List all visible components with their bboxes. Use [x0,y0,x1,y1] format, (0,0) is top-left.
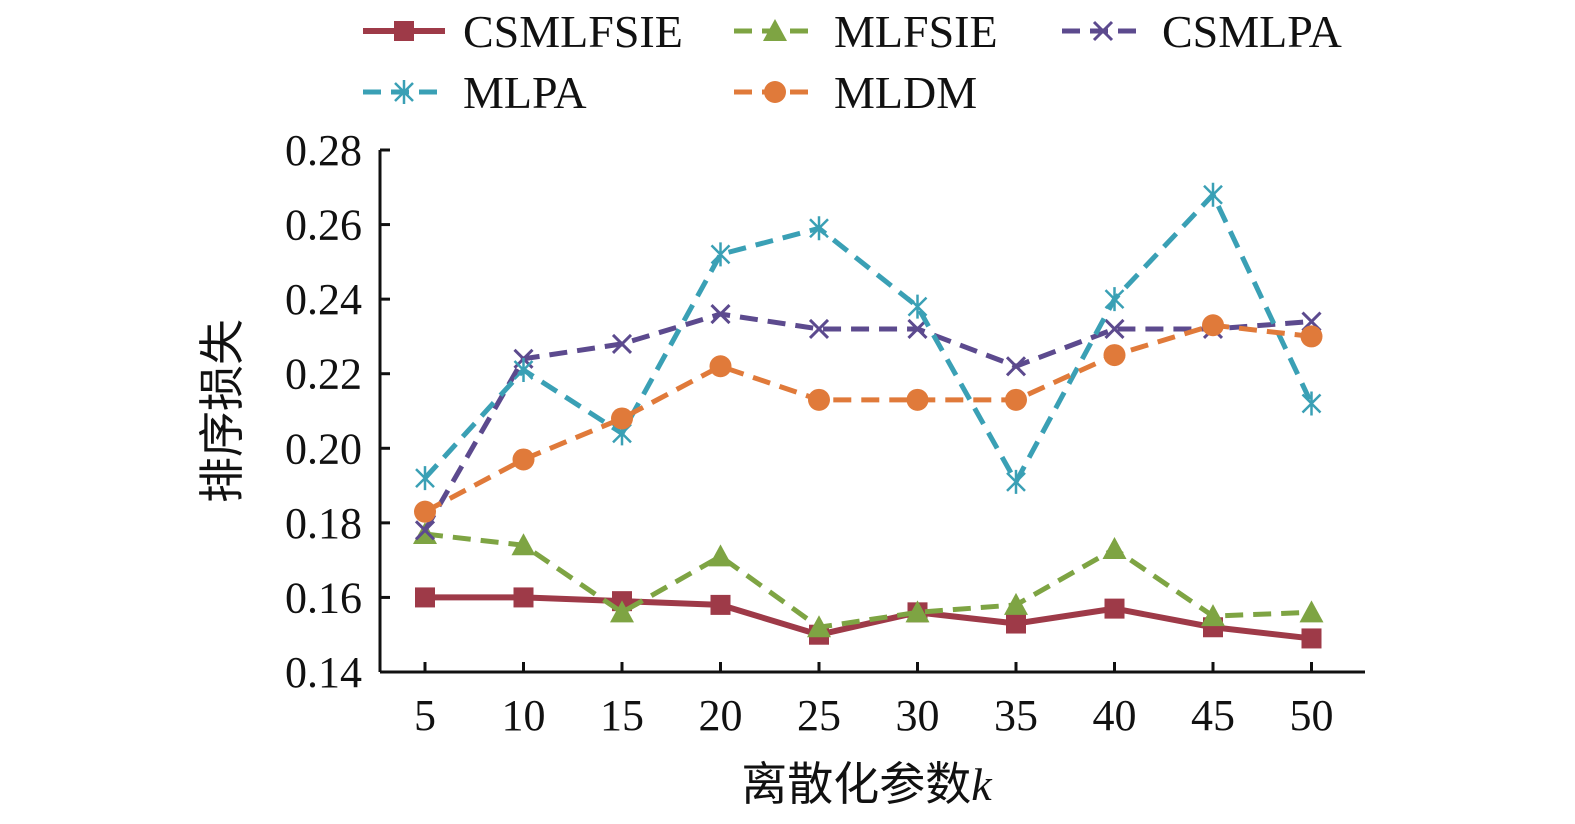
y-tick-label: 0.14 [285,648,362,697]
data-point [1202,314,1224,337]
x-tick-label: 50 [1290,691,1334,740]
series-line [425,594,1312,642]
x-tick-label: 20 [699,691,743,740]
x-tick-label: 35 [994,691,1038,740]
legend-label: MLPA [463,67,587,118]
series-mldm [414,314,1323,523]
y-tick-label: 0.22 [285,350,362,399]
legend-label: MLFSIE [834,6,998,57]
data-point [611,333,633,354]
data-point [809,216,829,241]
data-point [1201,604,1225,627]
data-point [710,242,731,267]
y-tick-label: 0.26 [285,201,362,250]
y-tick-label: 0.18 [285,499,362,548]
legend-item-csmlfsie: CSMLFSIE [363,6,683,57]
data-point [1301,391,1322,416]
x-tick-label: 10 [502,691,546,740]
legend-label: CSMLFSIE [463,6,683,57]
series-csmlpa [414,303,1322,541]
data-point [710,303,731,325]
data-point [1104,287,1125,312]
y-tick-label: 0.28 [285,126,362,175]
legend: CSMLFSIE MLFSIE CSMLPA MLPA MLDM [363,6,1342,118]
x-axis-title-var: k [971,759,993,810]
data-point [907,318,928,340]
series-line [422,311,1312,532]
x-tick-label: 40 [1093,691,1137,740]
data-point [513,357,534,382]
x-tick-label: 5 [414,691,436,740]
data-point [807,615,831,638]
y-ticks: 0.14 0.16 0.18 0.20 0.22 0.24 0.26 0.28 [285,126,390,697]
data-point [808,388,830,411]
legend-marker [394,21,414,41]
data-point [905,600,930,623]
data-point [708,544,733,567]
legend-label: CSMLPA [1162,6,1342,57]
legend-item-mlpa: MLPA [363,67,587,118]
data-point [1104,598,1125,619]
series-mlfsie [413,522,1324,638]
legend-item-mlfsie: MLFSIE [734,6,998,57]
series-line [423,322,1312,514]
x-axis-title: 离散化参数k [741,759,993,810]
data-point [709,355,732,378]
data-point [415,587,435,608]
y-tick-label: 0.20 [285,424,362,473]
data-point [414,500,436,523]
data-point [413,522,437,545]
legend-label: MLDM [834,67,977,118]
series-lines [413,182,1324,649]
x-axis-title-text: 离散化参数 [741,759,971,810]
legend-marker [764,81,786,103]
data-point [1103,344,1126,367]
series-line [423,192,1314,485]
x-tick-label: 25 [797,691,841,740]
data-point [1102,536,1127,559]
axes [378,150,1365,674]
data-point [1004,592,1028,615]
x-tick-label: 15 [600,691,644,740]
data-point [808,318,830,340]
x-tick-label: 45 [1191,691,1235,740]
legend-marker [1092,20,1114,42]
data-point [907,294,928,319]
legend-marker [394,80,414,104]
legend-item-mldm: MLDM [734,67,977,118]
series-mlpa [415,182,1322,494]
data-point [611,407,633,430]
data-point [512,448,535,471]
data-point [1301,628,1322,649]
data-point [1006,613,1026,634]
data-point [1299,600,1324,623]
data-point [414,520,436,541]
data-point [1203,182,1223,207]
data-point [710,594,731,615]
data-point [415,466,435,491]
y-tick-label: 0.24 [285,275,362,324]
y-axis-title: 排序损失 [197,319,248,503]
data-point [511,533,536,556]
data-point [906,388,929,411]
series-line [424,531,1312,630]
legend-marker [763,19,787,41]
data-point [1300,325,1323,348]
data-point [1104,318,1125,340]
legend-item-csmlpa: CSMLPA [1062,6,1342,57]
data-point [1005,388,1027,411]
y-tick-label: 0.16 [285,573,362,622]
data-point [610,600,634,623]
x-tick-label: 30 [896,691,940,740]
x-ticks: 5 10 15 20 25 30 35 40 45 50 [414,662,1334,740]
data-point [1006,469,1026,494]
data-point [1005,356,1027,377]
data-point [513,587,534,608]
